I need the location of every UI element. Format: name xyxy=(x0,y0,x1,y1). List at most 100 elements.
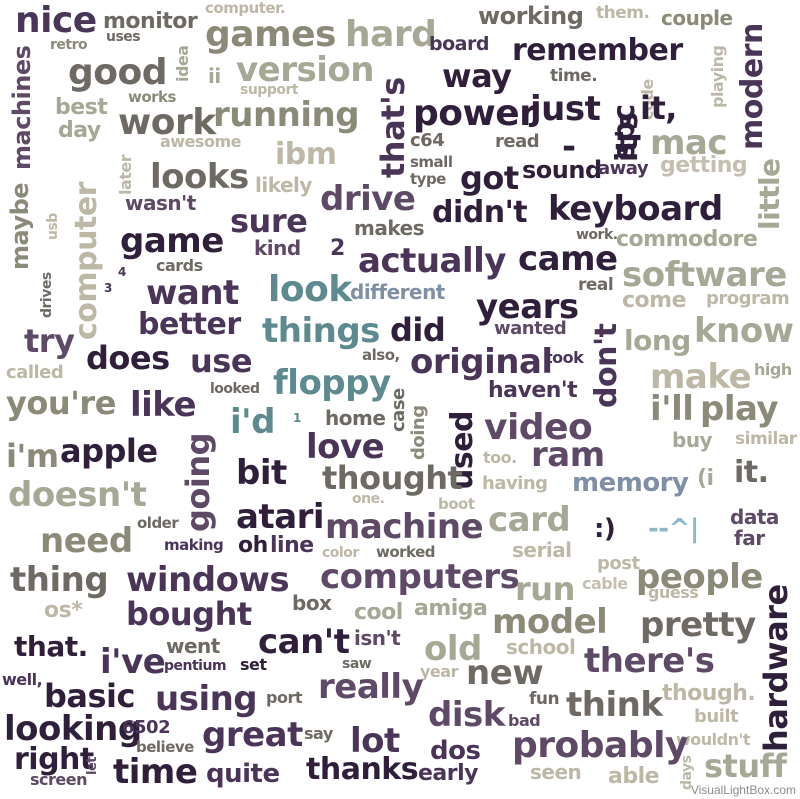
word: case xyxy=(388,388,409,432)
word: 2 xyxy=(330,236,345,261)
word: pretty xyxy=(640,605,756,645)
word: version xyxy=(236,50,374,90)
word: original xyxy=(410,342,553,382)
word: people xyxy=(636,557,763,597)
word: haven't xyxy=(488,378,578,403)
word: boot xyxy=(438,495,475,513)
word: os* xyxy=(44,598,83,623)
word: post xyxy=(597,553,640,574)
word: basic xyxy=(44,677,135,715)
word: one. xyxy=(352,491,385,507)
word: cards xyxy=(156,256,203,275)
word: work. xyxy=(576,227,618,243)
word: mac xyxy=(650,123,728,163)
word: software xyxy=(622,255,787,295)
word: way xyxy=(442,57,512,95)
word: different xyxy=(350,280,445,304)
word: day xyxy=(58,118,101,143)
word: it. xyxy=(734,455,769,490)
word: i'd xyxy=(230,402,275,442)
word: don't xyxy=(589,323,624,408)
word: too. xyxy=(483,448,517,467)
word: run xyxy=(515,570,575,608)
word: seen xyxy=(530,760,582,784)
word: ram xyxy=(531,435,605,475)
word: machine xyxy=(325,507,484,547)
word: computer. xyxy=(205,0,286,17)
word: keyboard xyxy=(548,189,723,229)
word: looked xyxy=(210,381,260,397)
word: fun xyxy=(529,689,560,709)
word: drives xyxy=(39,272,55,318)
word: computer xyxy=(69,182,104,340)
word: 1 xyxy=(293,411,301,425)
word: early xyxy=(418,761,479,786)
word: disk xyxy=(428,695,505,735)
word: it, xyxy=(640,89,677,127)
word: built xyxy=(694,706,739,727)
word: time. xyxy=(550,66,598,86)
word: things xyxy=(262,311,380,351)
word: look xyxy=(268,269,352,310)
word: play xyxy=(700,389,779,429)
word: came xyxy=(518,239,618,279)
word: pentium xyxy=(164,658,227,674)
word: let xyxy=(85,757,100,775)
word: model xyxy=(492,602,608,642)
word: long xyxy=(624,324,691,357)
word: card xyxy=(488,500,571,540)
word: old xyxy=(424,629,482,669)
word: new xyxy=(466,653,544,693)
word: maybe xyxy=(6,182,34,270)
word: didn't xyxy=(432,195,528,230)
word: makes xyxy=(354,216,425,240)
word: did xyxy=(390,311,446,349)
word: video xyxy=(484,407,593,448)
word: need xyxy=(40,521,133,561)
word: know xyxy=(694,311,794,351)
word: older xyxy=(137,514,179,532)
word: years xyxy=(476,287,579,327)
word: commodore xyxy=(616,227,758,252)
word: 6502 xyxy=(122,717,171,738)
word: sure xyxy=(230,202,308,240)
word: power xyxy=(413,93,537,134)
word: modern xyxy=(735,23,770,150)
word: works xyxy=(128,88,176,106)
word: home xyxy=(325,406,386,430)
word: apple xyxy=(60,432,158,470)
word: far xyxy=(734,526,765,550)
word: away xyxy=(598,158,649,179)
word: went xyxy=(166,634,220,658)
word: them. xyxy=(596,3,650,23)
word: getting xyxy=(660,153,748,178)
word: lot xyxy=(350,721,400,761)
word: try xyxy=(24,322,75,360)
word: remember xyxy=(512,33,683,68)
word: hard xyxy=(345,14,437,55)
word: good xyxy=(68,52,168,93)
word: i'm xyxy=(6,437,59,475)
word: thing xyxy=(10,560,109,600)
word: want xyxy=(146,273,239,313)
word: screen xyxy=(30,770,88,789)
word: later xyxy=(116,154,135,195)
word: playing xyxy=(708,45,727,109)
word: bought xyxy=(126,595,252,633)
word: cable xyxy=(582,574,628,593)
word: worked xyxy=(376,543,436,561)
word: usb xyxy=(45,213,61,240)
word: port xyxy=(266,688,302,707)
word: drive xyxy=(320,179,416,219)
word: looks xyxy=(150,157,249,197)
word: awesome xyxy=(160,132,241,151)
word: come xyxy=(622,288,687,313)
word: dos xyxy=(430,736,481,766)
word: saw xyxy=(342,656,372,672)
word: running xyxy=(213,95,360,135)
word: likely xyxy=(255,173,312,197)
word: floppy xyxy=(273,363,391,403)
word: bit xyxy=(236,453,287,493)
word: uses xyxy=(106,29,141,45)
